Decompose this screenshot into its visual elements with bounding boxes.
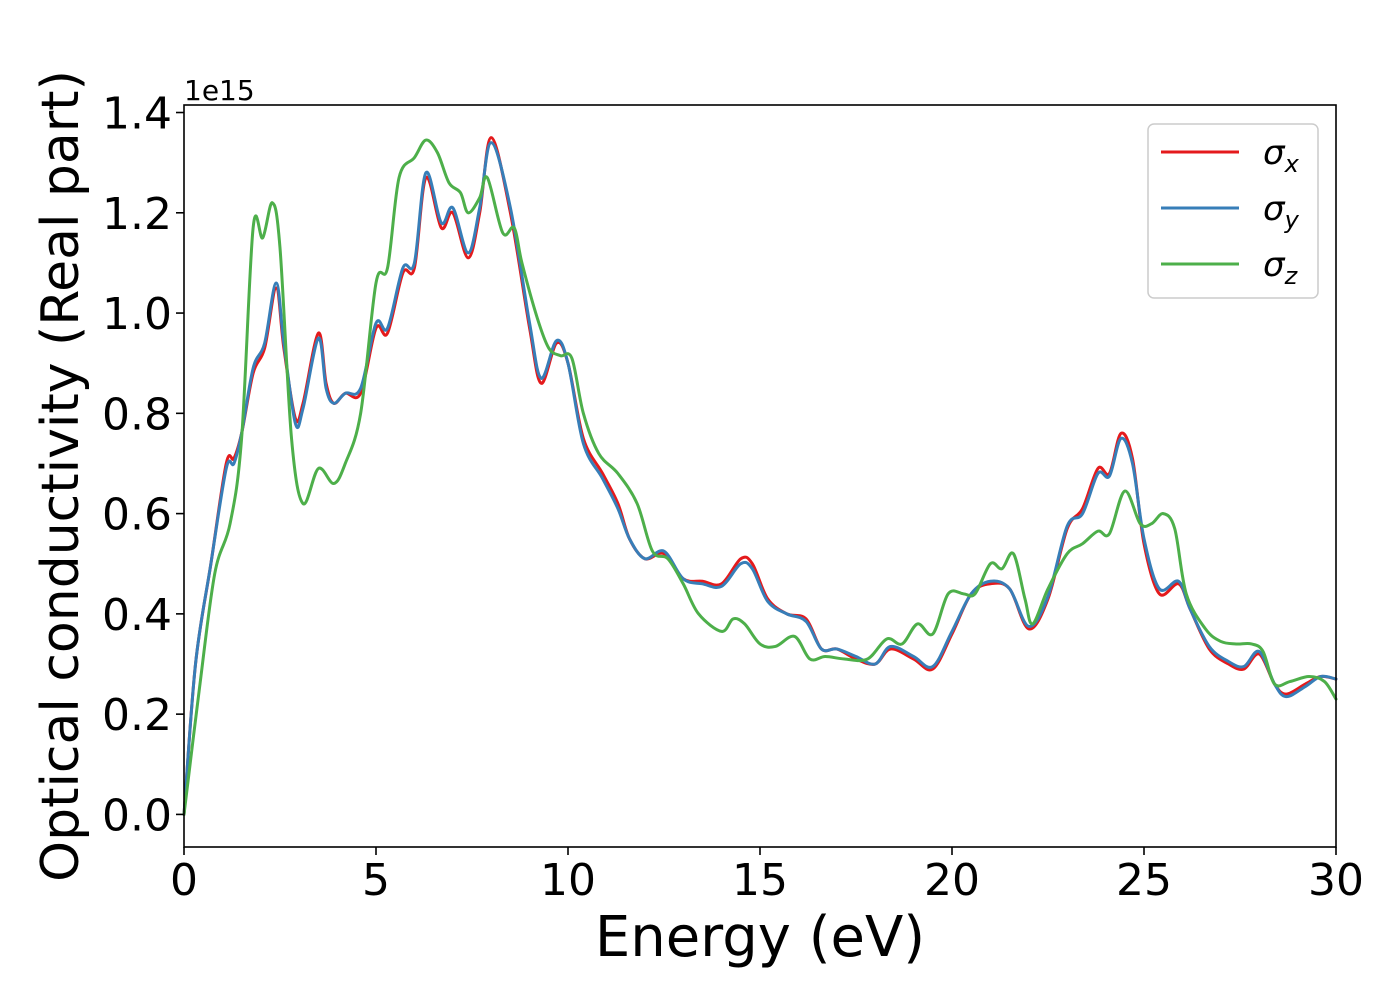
series-line-z [182,138,1338,816]
y-tick-label: 1.0 [102,289,172,340]
y-tick-label: 0.8 [102,389,172,440]
x-tick-label: 5 [362,855,390,906]
x-tick-label: 10 [540,855,596,906]
y-tick-label: 0.6 [102,490,172,541]
y-axis-ticks: 0.0 0.2 0.4 0.6 0.8 1.0 1.2 1.4 [102,89,184,841]
x-tick-label: 25 [1116,855,1172,906]
y-offset-label: 1e15 [184,74,255,107]
x-tick-label: 30 [1308,855,1364,906]
y-tick-label: 1.2 [102,189,172,240]
y-tick-label: 0.2 [102,690,172,741]
legend-box [1147,123,1319,299]
x-tick-label: 15 [732,855,788,906]
y-axis-label: Optical conductivity (Real part) [31,70,91,882]
y-tick-label: 1.4 [102,89,172,140]
y-tick-label: 0.4 [102,590,172,641]
x-tick-label: 20 [924,855,980,906]
x-axis-ticks: 0 5 10 15 20 25 30 [170,847,1364,906]
series-line-y [182,141,1338,816]
legend-label-y: σy [1263,189,1300,234]
series-layer [182,136,1338,816]
x-tick-label: 0 [170,855,198,906]
x-axis-label: Energy (eV) [595,905,925,970]
y-tick-label: 0.0 [102,790,172,841]
plot-area [184,105,1336,847]
